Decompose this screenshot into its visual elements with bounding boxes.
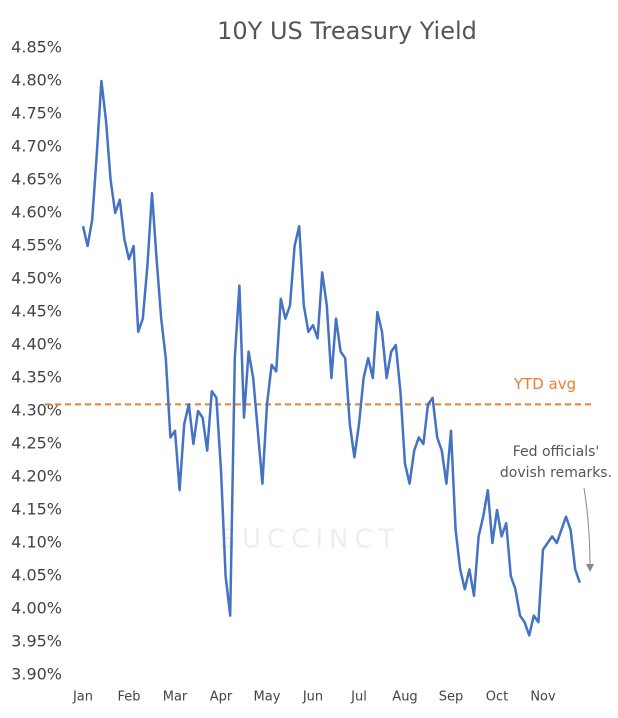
line-series: [81, 79, 581, 637]
y-tick-label: 4.00%: [11, 599, 62, 618]
annotation-arrowhead: [586, 564, 594, 572]
y-tick-label: 4.20%: [11, 467, 62, 486]
annotation: dovish remarks.: [500, 465, 612, 481]
watermark: SUCCINCT: [220, 525, 401, 555]
x-tick-label: Jan: [72, 690, 93, 705]
x-tick-label: Nov: [530, 690, 556, 705]
y-tick-label: 4.40%: [11, 335, 62, 354]
x-tick-label: Apr: [210, 690, 233, 705]
y-tick-label: 4.30%: [11, 401, 62, 420]
y-tick-label: 4.50%: [11, 269, 62, 288]
y-tick-label: 4.80%: [11, 71, 62, 90]
y-tick-label: 4.70%: [11, 137, 62, 156]
y-tick-label: 4.65%: [11, 170, 62, 189]
x-tick-label: Jul: [350, 690, 367, 705]
y-tick-label: 4.35%: [11, 368, 62, 387]
x-tick-label: May: [254, 690, 281, 705]
y-tick-label: 4.10%: [11, 533, 62, 552]
chart-title: 10Y US Treasury Yield: [217, 17, 477, 45]
y-tick-label: 4.25%: [11, 434, 62, 453]
reference-label: YTD avg: [513, 375, 576, 393]
y-tick-label: 3.95%: [11, 632, 62, 651]
y-tick-label: 4.75%: [11, 104, 62, 123]
y-tick-label: 4.15%: [11, 500, 62, 519]
y-tick-label: 4.55%: [11, 236, 62, 255]
x-tick-label: Mar: [163, 690, 188, 705]
y-tick-label: 4.85%: [11, 38, 62, 57]
x-tick-label: Aug: [392, 690, 417, 705]
y-tick-label: 3.90%: [11, 665, 62, 684]
y-tick-label: 4.45%: [11, 302, 62, 321]
annotation: Fed officials': [513, 444, 600, 460]
y-tick-label: 4.05%: [11, 566, 62, 585]
x-tick-label: Oct: [486, 690, 508, 705]
x-tick-label: Sep: [439, 690, 464, 705]
annotation-arrow: [583, 487, 591, 567]
x-tick-label: Feb: [117, 690, 140, 705]
x-tick-label: Jun: [302, 690, 323, 705]
y-tick-label: 4.60%: [11, 203, 62, 222]
